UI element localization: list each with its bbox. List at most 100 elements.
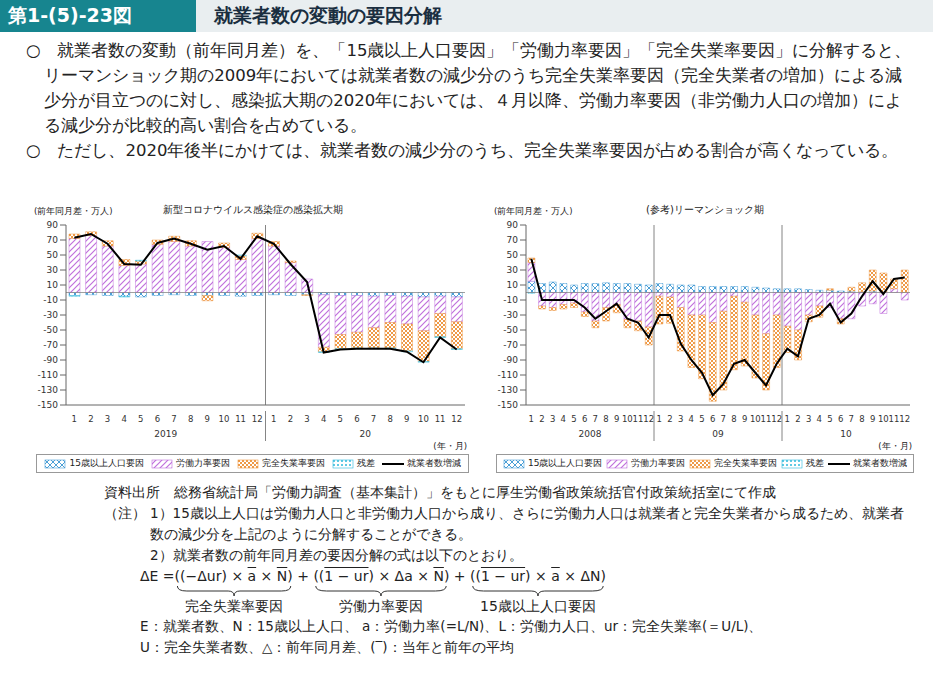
svg-text:1: 1: [785, 414, 790, 424]
svg-text:-130: -130: [38, 385, 59, 395]
html-text:就業者数の変動の要因分解: 就業者数の変動の要因分解: [214, 4, 442, 26]
html-text:完全失業率要因: 完全失業率要因: [184, 598, 283, 614]
svg-text:09: 09: [712, 429, 724, 439]
svg-text:12: 12: [899, 414, 910, 424]
svg-text:6: 6: [155, 414, 160, 424]
svg-text:2: 2: [539, 414, 544, 424]
svg-text:6: 6: [354, 414, 359, 424]
svg-text:6: 6: [710, 414, 715, 424]
svg-text:11: 11: [889, 414, 900, 424]
html-text:第1-(5)-23図: 第1-(5)-23図: [8, 4, 132, 26]
svg-text:9: 9: [614, 414, 619, 424]
svg-text:70: 70: [507, 235, 519, 245]
svg-text:-10: -10: [503, 295, 518, 305]
svg-text:-70: -70: [43, 340, 58, 350]
svg-text:30: 30: [507, 265, 519, 275]
svg-text:-30: -30: [43, 310, 58, 320]
svg-text:2019: 2019: [154, 429, 177, 439]
svg-text:12: 12: [252, 414, 263, 424]
svg-text:2: 2: [667, 414, 672, 424]
html-text:○ ただし、2020年後半にかけては、就業者数の減少分のうち: ○ ただし、2020年後半にかけては、就業者数の減少分のうち、完全失業率要因が占…: [26, 141, 899, 160]
svg-text:-50: -50: [43, 325, 58, 335]
svg-text:70: 70: [47, 235, 59, 245]
html-text:（注） 1）15歳以上人口は労働力人口と非労働力人口から成り: （注） 1）15歳以上人口は労働力人口と非労働力人口から成り、さらに労働力人口は…: [104, 505, 904, 542]
svg-text:10: 10: [750, 414, 761, 424]
html-text:2）就業者数の前年同月差の要因分解の式は以下のとおり。: 2）就業者数の前年同月差の要因分解の式は以下のとおり。: [150, 547, 523, 563]
svg-text:50: 50: [507, 250, 519, 260]
svg-text:4: 4: [689, 414, 694, 424]
svg-text:-130: -130: [498, 385, 519, 395]
svg-text:5: 5: [699, 414, 704, 424]
svg-text:7: 7: [593, 414, 598, 424]
svg-text:2: 2: [88, 414, 93, 424]
svg-text:1: 1: [72, 414, 77, 424]
svg-text:8: 8: [731, 414, 736, 424]
svg-text:-10: -10: [43, 295, 58, 305]
svg-text:7: 7: [171, 414, 176, 424]
svg-text:3: 3: [806, 414, 811, 424]
svg-text:1: 1: [271, 414, 276, 424]
svg-text:7: 7: [849, 414, 854, 424]
html-text:○ 就業者数の変動（前年同月差）を、「15歳以上人口要因」「: ○ 就業者数の変動（前年同月差）を、「15歳以上人口要因」「労働力率要因」「完全…: [26, 41, 912, 135]
svg-text:90: 90: [47, 220, 59, 230]
svg-text:-90: -90: [503, 355, 518, 365]
svg-text:-110: -110: [498, 370, 519, 380]
svg-text:5: 5: [138, 414, 143, 424]
svg-text:3: 3: [105, 414, 110, 424]
svg-text:11: 11: [235, 414, 246, 424]
svg-text:9: 9: [205, 414, 210, 424]
svg-text:6: 6: [582, 414, 587, 424]
svg-text:-110: -110: [38, 370, 59, 380]
svg-text:7: 7: [721, 414, 726, 424]
svg-text:6: 6: [838, 414, 843, 424]
html-text:資料出所 総務省統計局「労働力調査（基本集計）」をもとに厚生: 資料出所 総務省統計局「労働力調査（基本集計）」をもとに厚生労働省政策統括官付政…: [104, 484, 776, 500]
svg-text:30: 30: [47, 265, 59, 275]
svg-text:5: 5: [571, 414, 576, 424]
svg-text:3: 3: [550, 414, 555, 424]
svg-text:10: 10: [219, 414, 230, 424]
svg-text:8: 8: [603, 414, 608, 424]
html-text:ΔE = ((−Δur) × a × N): ΔE = ((−Δur) × a × N): [140, 568, 293, 584]
svg-text:10: 10: [878, 414, 889, 424]
svg-text:9: 9: [404, 414, 409, 424]
svg-text:4: 4: [561, 414, 566, 424]
svg-text:4: 4: [321, 414, 326, 424]
svg-text:2008: 2008: [579, 429, 602, 439]
svg-text:12: 12: [771, 414, 782, 424]
svg-text:20: 20: [360, 429, 372, 439]
svg-text:9: 9: [742, 414, 747, 424]
svg-text:12: 12: [451, 414, 462, 424]
svg-text:3: 3: [678, 414, 683, 424]
svg-text:11: 11: [761, 414, 772, 424]
svg-text:10: 10: [507, 280, 519, 290]
svg-text:10: 10: [840, 429, 852, 439]
svg-text:10: 10: [418, 414, 429, 424]
svg-text:8: 8: [387, 414, 392, 424]
svg-text:9: 9: [870, 414, 875, 424]
svg-text:1: 1: [657, 414, 662, 424]
svg-text:10: 10: [47, 280, 59, 290]
svg-text:-70: -70: [503, 340, 518, 350]
svg-text:1: 1: [529, 414, 534, 424]
svg-text:11: 11: [435, 414, 446, 424]
svg-text:90: 90: [507, 220, 519, 230]
svg-text:5: 5: [827, 414, 832, 424]
svg-text:8: 8: [188, 414, 193, 424]
svg-text:-150: -150: [38, 400, 59, 410]
svg-text:5: 5: [338, 414, 343, 424]
svg-text:2: 2: [795, 414, 800, 424]
svg-text:8: 8: [859, 414, 864, 424]
svg-text:50: 50: [47, 250, 59, 260]
svg-text:12: 12: [643, 414, 654, 424]
svg-text:3: 3: [304, 414, 309, 424]
svg-text:7: 7: [371, 414, 376, 424]
svg-text:4: 4: [121, 414, 126, 424]
svg-text:-30: -30: [503, 310, 518, 320]
svg-text:2: 2: [288, 414, 293, 424]
svg-text:-150: -150: [498, 400, 519, 410]
svg-text:11: 11: [633, 414, 644, 424]
svg-text:-50: -50: [503, 325, 518, 335]
svg-text:10: 10: [622, 414, 633, 424]
svg-text:4: 4: [817, 414, 822, 424]
svg-text:-90: -90: [43, 355, 58, 365]
